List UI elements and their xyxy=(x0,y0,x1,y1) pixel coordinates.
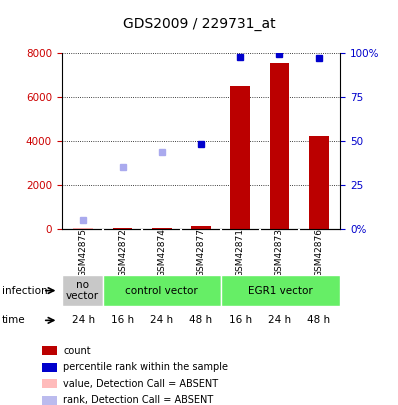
Bar xyxy=(42,346,57,356)
Text: 24 h: 24 h xyxy=(72,315,95,325)
Text: 24 h: 24 h xyxy=(150,315,173,325)
Bar xyxy=(103,275,220,306)
Bar xyxy=(42,396,57,405)
Bar xyxy=(74,228,93,229)
Text: GSM42872: GSM42872 xyxy=(118,228,127,277)
Text: no
vector: no vector xyxy=(66,280,99,301)
Bar xyxy=(220,275,340,306)
Text: control vector: control vector xyxy=(125,286,198,296)
Text: rank, Detection Call = ABSENT: rank, Detection Call = ABSENT xyxy=(63,395,213,405)
Text: GDS2009 / 229731_at: GDS2009 / 229731_at xyxy=(123,17,275,31)
Text: 16 h: 16 h xyxy=(229,315,252,325)
Bar xyxy=(230,86,250,229)
Text: percentile rank within the sample: percentile rank within the sample xyxy=(63,362,228,372)
Bar xyxy=(270,62,289,229)
Text: GSM42877: GSM42877 xyxy=(197,228,205,277)
Bar xyxy=(152,228,172,229)
Text: count: count xyxy=(63,346,91,356)
Text: 24 h: 24 h xyxy=(268,315,291,325)
Text: GSM42873: GSM42873 xyxy=(275,228,284,277)
Text: 16 h: 16 h xyxy=(111,315,134,325)
Text: GSM42874: GSM42874 xyxy=(157,228,166,277)
Text: GSM42876: GSM42876 xyxy=(314,228,323,277)
Text: GSM42875: GSM42875 xyxy=(79,228,88,277)
Bar xyxy=(309,136,328,229)
Bar xyxy=(62,275,103,306)
Text: value, Detection Call = ABSENT: value, Detection Call = ABSENT xyxy=(63,379,218,389)
Text: 48 h: 48 h xyxy=(189,315,213,325)
Text: infection: infection xyxy=(2,286,48,296)
Bar xyxy=(42,379,57,388)
Bar xyxy=(191,226,211,229)
Text: GSM42871: GSM42871 xyxy=(236,228,245,277)
Text: time: time xyxy=(2,315,25,325)
Bar xyxy=(42,363,57,372)
Text: EGR1 vector: EGR1 vector xyxy=(248,286,313,296)
Text: 48 h: 48 h xyxy=(307,315,330,325)
Bar xyxy=(113,228,132,229)
